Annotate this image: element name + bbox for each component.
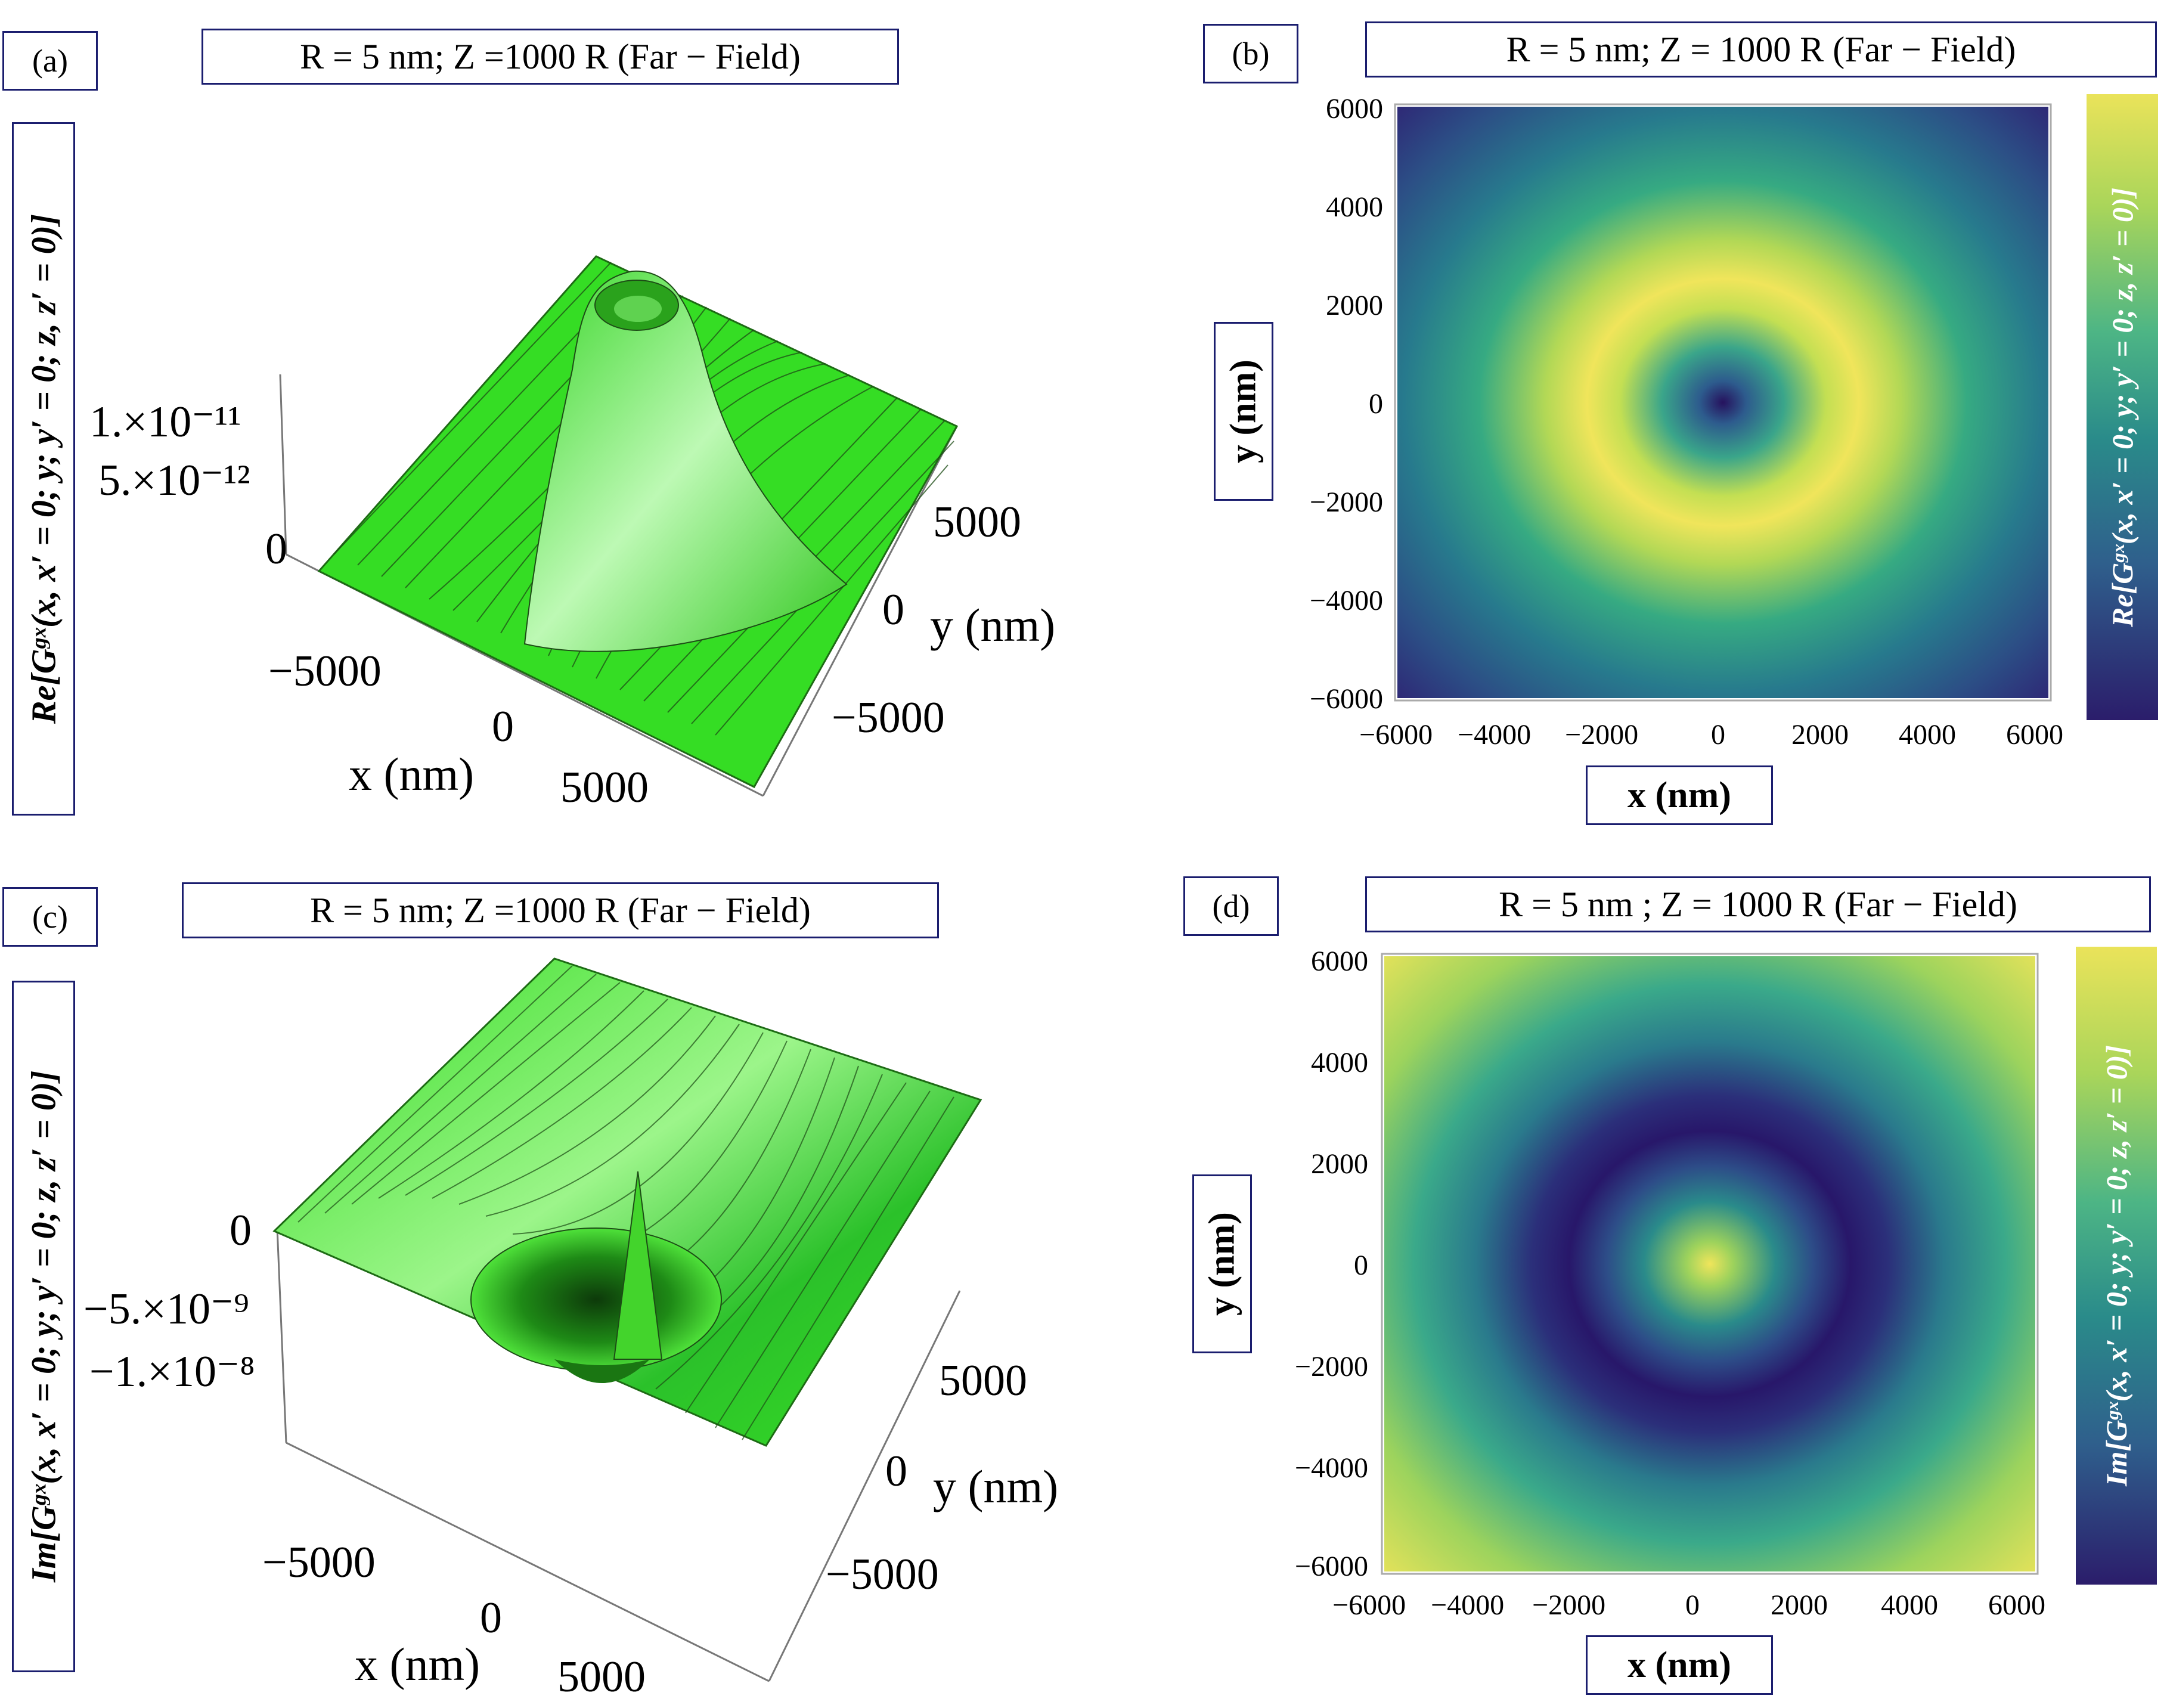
- surface-spike-c: [613, 1171, 663, 1360]
- x-tick-d-6: 6000: [1988, 1589, 2045, 1621]
- surface-well-bottom-c: [554, 1359, 650, 1383]
- axis-x-line-c: [286, 1442, 770, 1682]
- panel-b-colorbar: Re[Gᶢˣ(x, x′ = 0; y; y′ = 0; z, z′ = 0)]: [2087, 94, 2158, 720]
- panel-b-y-ticks: 6000 4000 2000 0 −2000 −4000 −6000: [1288, 89, 1389, 721]
- y-tick-d-6: −6000: [1294, 1551, 1368, 1582]
- panel-b-title: R = 5 nm; Z = 1000 R (Far − Field): [1365, 21, 2157, 78]
- y-tick-b-2: 2000: [1326, 290, 1383, 321]
- y-tick-d-1: 4000: [1311, 1047, 1368, 1078]
- panel-b-x-ticks: −6000 −4000 −2000 0 2000 4000 6000: [1359, 718, 2092, 754]
- y-tick-b-6: −6000: [1309, 683, 1383, 715]
- y-tick-d-3: 0: [1354, 1250, 1368, 1281]
- y-axis-label-a: y (nm): [930, 599, 1055, 651]
- x-tick-b-5: 4000: [1899, 719, 1956, 751]
- y-tick-b-4: −2000: [1309, 486, 1383, 518]
- panel-d-title: R = 5 nm ; Z = 1000 R (Far − Field): [1365, 876, 2151, 932]
- x-tick-d-1: −4000: [1431, 1589, 1505, 1621]
- x-tick-d-0: −6000: [1332, 1589, 1406, 1621]
- panel-b-heatmap: [1394, 103, 2052, 702]
- panel-d-colorbar: Im[Gᶢˣ(x, x′ = 0; y; y′ = 0; z, z′ = 0)]: [2076, 947, 2157, 1585]
- x-tick-a-1: 0: [492, 702, 514, 751]
- panel-d-colorbar-label: Im[Gᶢˣ(x, x′ = 0; y; y′ = 0; z, z′ = 0)]: [2100, 1044, 2133, 1487]
- panel-a-title: R = 5 nm; Z =1000 R (Far − Field): [202, 29, 899, 85]
- x-tick-c-1: 0: [480, 1594, 502, 1642]
- panel-d-y-axis-title: y (nm): [1192, 1174, 1252, 1353]
- panel-b-label: (b): [1203, 24, 1298, 83]
- panel-c-title: R = 5 nm; Z =1000 R (Far − Field): [182, 882, 939, 938]
- panel-d-x-axis-title: x (nm): [1586, 1635, 1773, 1695]
- x-tick-b-4: 2000: [1791, 719, 1849, 751]
- y-tick-d-0: 6000: [1311, 946, 1368, 977]
- axis-z-line-c: [276, 1227, 287, 1443]
- axis-z-line-a: [279, 374, 287, 555]
- z-tick-c-2: −1.×10⁻⁸: [89, 1347, 255, 1396]
- y-tick-b-1: 4000: [1326, 191, 1383, 223]
- panel-b-colorbar-label: Re[Gᶢˣ(x, x′ = 0; y; y′ = 0; z, z′ = 0)]: [2106, 187, 2139, 627]
- panel-c-label: (c): [2, 887, 98, 947]
- z-tick-a-1: 5.×10⁻¹²: [98, 456, 250, 505]
- z-tick-a-2: 0: [265, 525, 287, 574]
- x-tick-d-4: 2000: [1771, 1589, 1828, 1621]
- z-tick-c-0: 0: [230, 1206, 252, 1255]
- x-axis-label-c: x (nm): [355, 1638, 480, 1690]
- x-tick-d-3: 0: [1685, 1589, 1700, 1621]
- y-tick-c-2: −5000: [826, 1550, 939, 1599]
- panel-d-heatmap: [1381, 953, 2039, 1575]
- heatmap-field-b: [1397, 107, 2048, 698]
- x-tick-b-0: −6000: [1359, 719, 1433, 751]
- x-tick-c-2: 5000: [557, 1653, 646, 1701]
- x-tick-b-6: 6000: [2006, 719, 2063, 751]
- surface-well-c: [470, 1227, 722, 1372]
- y-tick-b-0: 6000: [1326, 93, 1383, 125]
- x-tick-b-3: 0: [1711, 719, 1725, 751]
- z-tick-c-1: −5.×10⁻⁹: [83, 1285, 249, 1334]
- x-tick-b-1: −4000: [1458, 719, 1532, 751]
- y-tick-d-2: 2000: [1311, 1148, 1368, 1180]
- axis-y-line-a: [762, 426, 958, 796]
- surface-ring-peak-a: [523, 270, 848, 652]
- panel-c-surface-plot: 0 −5.×10⁻⁹ −1.×10⁻⁸ −5000 0 5000 x (nm) …: [83, 957, 1058, 1701]
- y-tick-c-1: 0: [885, 1447, 907, 1496]
- y-tick-a-2: −5000: [832, 693, 945, 742]
- panel-d-y-ticks: 6000 4000 2000 0 −2000 −4000 −6000: [1270, 945, 1374, 1589]
- x-tick-b-2: −2000: [1565, 719, 1639, 751]
- panel-a-surface-plot: 1.×10⁻¹¹ 5.×10⁻¹² 0 −5000 0 5000 x (nm) …: [89, 255, 1055, 812]
- y-tick-a-0: 5000: [933, 498, 1021, 547]
- y-tick-c-0: 5000: [939, 1356, 1027, 1405]
- panel-a-label: (a): [2, 31, 98, 91]
- y-tick-b-5: −4000: [1309, 585, 1383, 616]
- panel-b-x-axis-title: x (nm): [1586, 765, 1773, 825]
- y-axis-label-c: y (nm): [933, 1461, 1058, 1512]
- x-tick-c-0: −5000: [262, 1538, 376, 1587]
- y-tick-d-4: −2000: [1294, 1351, 1368, 1382]
- axis-y-line-c: [768, 1290, 961, 1682]
- z-tick-a-0: 1.×10⁻¹¹: [89, 398, 241, 447]
- panel-d-x-ticks: −6000 −4000 −2000 0 2000 4000 6000: [1332, 1589, 2084, 1625]
- y-tick-b-3: 0: [1369, 388, 1383, 420]
- x-tick-d-2: −2000: [1532, 1589, 1606, 1621]
- y-tick-a-1: 0: [882, 585, 904, 634]
- x-tick-a-0: −5000: [268, 647, 382, 696]
- panel-d-label: (d): [1183, 876, 1279, 936]
- x-tick-a-2: 5000: [560, 763, 649, 812]
- x-tick-d-5: 4000: [1881, 1589, 1938, 1621]
- x-axis-label-a: x (nm): [349, 748, 474, 800]
- heatmap-field-d: [1384, 956, 2035, 1571]
- y-tick-d-5: −4000: [1294, 1452, 1368, 1484]
- panel-b-y-axis-title: y (nm): [1214, 322, 1273, 501]
